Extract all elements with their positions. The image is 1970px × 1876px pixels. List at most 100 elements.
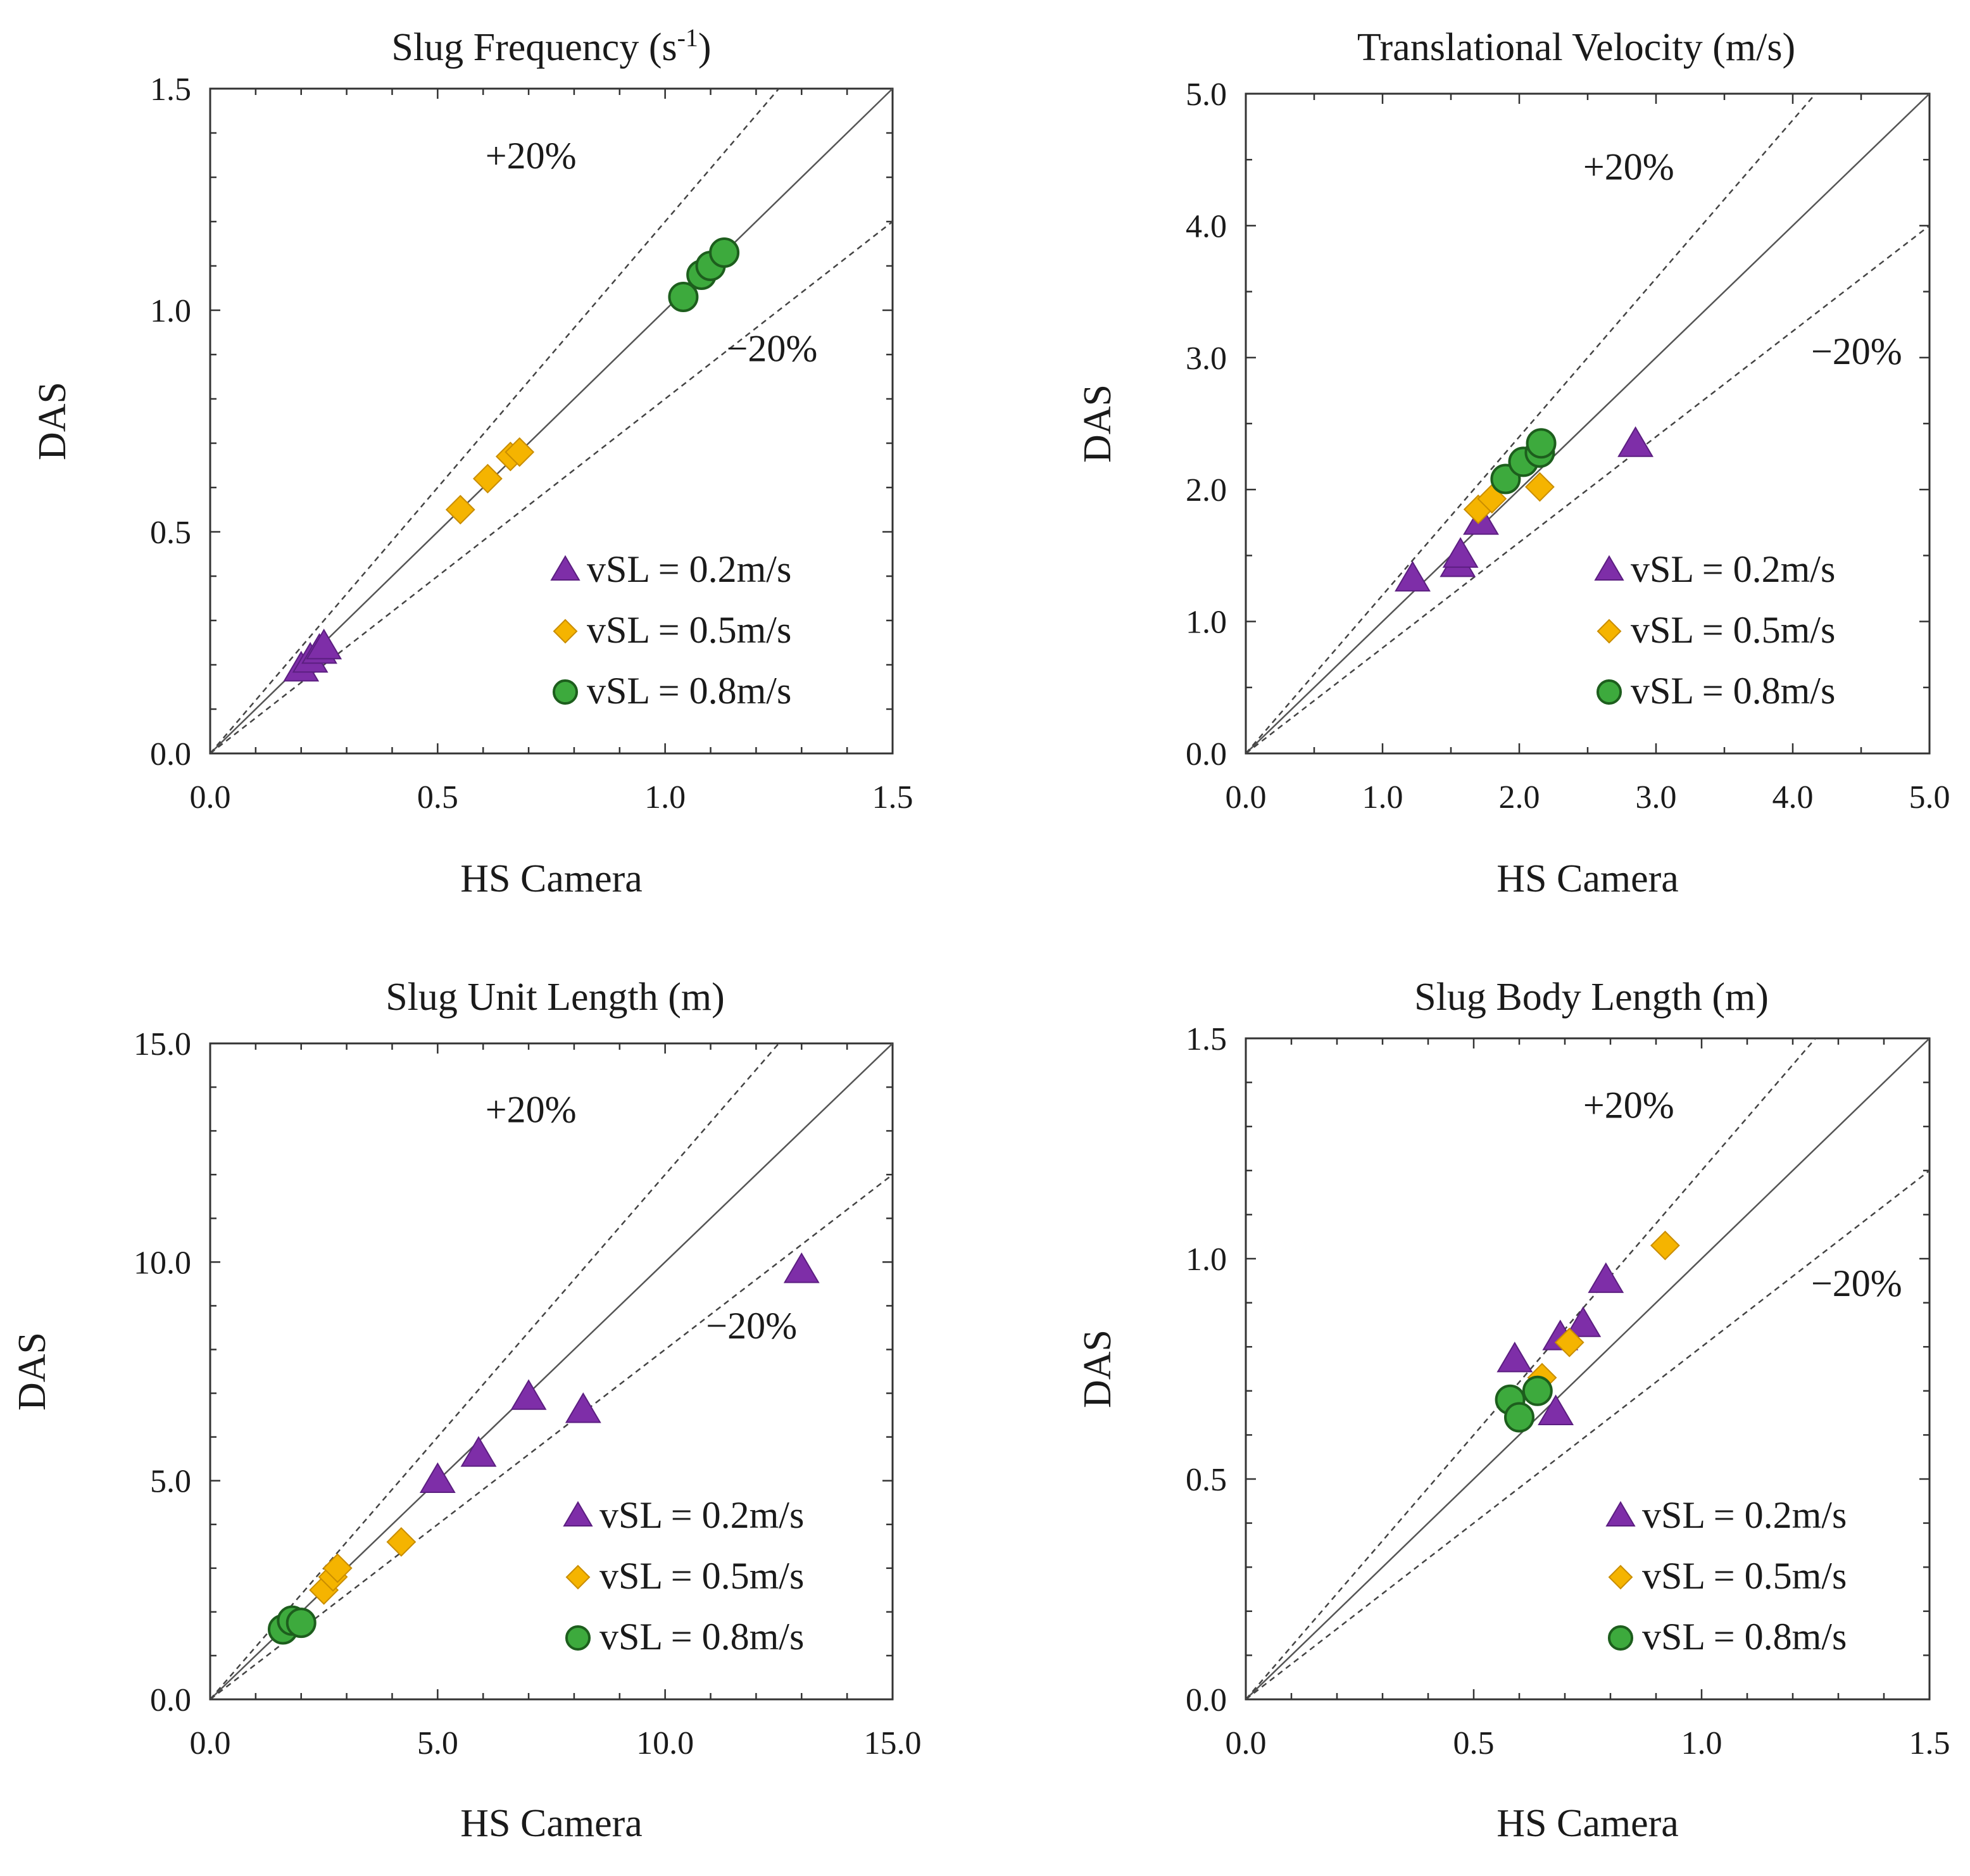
legend-marker — [1607, 1625, 1634, 1651]
legend-marker — [565, 1625, 591, 1651]
data-point — [1442, 537, 1479, 568]
data-point — [322, 1553, 353, 1583]
series-triangle — [1395, 426, 1654, 592]
legend-label: vSL = 0.5m/s — [587, 609, 791, 651]
x-axis-label: HS Camera — [1496, 857, 1679, 900]
x-tick-label: 1.0 — [1681, 1725, 1722, 1761]
x-tick-label: 1.5 — [872, 779, 913, 815]
data-point — [1522, 1375, 1553, 1406]
data-point — [1565, 1306, 1602, 1337]
legend-label: vSL = 0.8m/s — [1631, 670, 1835, 712]
plot-area — [209, 1042, 894, 1701]
chart-title: Slug Frequency (s-1) — [391, 23, 711, 70]
y-tick-label: 5.0 — [150, 1464, 191, 1500]
legend-marker — [563, 1501, 593, 1527]
legend-marker — [552, 679, 579, 705]
data-point — [565, 1392, 601, 1423]
y-tick-label: 10.0 — [134, 1245, 191, 1281]
x-axis-label: HS Camera — [460, 1802, 643, 1845]
series-triangle — [419, 1252, 820, 1494]
y-tick-label: 1.5 — [1186, 1021, 1227, 1057]
legend-label: vSL = 0.5m/s — [1642, 1555, 1847, 1597]
x-tick-label: 5.0 — [417, 1725, 458, 1761]
y-tick-label: 4.0 — [1186, 208, 1227, 244]
y-tick-label: 1.0 — [1186, 605, 1227, 641]
x-tick-label: 0.5 — [417, 779, 458, 815]
data-point — [1554, 1327, 1584, 1357]
x-tick-label: 0.0 — [190, 779, 231, 815]
x-axis-label: HS Camera — [460, 857, 643, 900]
plus-20-line — [1246, 94, 1817, 753]
title-superscript: -1 — [677, 23, 698, 52]
y-axis-label: DAS — [1076, 1330, 1119, 1408]
minus-20-line — [210, 1174, 893, 1699]
data-point — [783, 1252, 820, 1283]
chart-panel-1: 0.0 0.0 0.5 0.5 1.0 1.0 1.5 1.5 +20% −20% vSL = 0.… — [31, 23, 913, 901]
y-tick-label: 1.0 — [150, 293, 191, 329]
parity-line — [1246, 94, 1929, 753]
legend-label: vSL = 0.8m/s — [1642, 1616, 1847, 1658]
y-axis-label: DAS — [31, 382, 74, 460]
x-tick-label: 3.0 — [1636, 779, 1677, 815]
data-point — [1617, 426, 1654, 457]
series-circle — [668, 237, 740, 312]
title-suffix: ) — [698, 26, 712, 69]
legend-marker — [1608, 1564, 1633, 1590]
data-point — [285, 1608, 317, 1639]
parity-line — [210, 1043, 893, 1699]
data-point — [1588, 1262, 1624, 1294]
legend-marker — [553, 619, 578, 644]
legend-label: vSL = 0.8m/s — [599, 1616, 804, 1658]
plus-20-label: +20% — [486, 135, 577, 177]
plus-20-line — [1246, 1038, 1817, 1699]
data-point — [668, 282, 699, 312]
data-point — [1395, 560, 1431, 592]
chart-title: Translational Velocity (m/s) — [1357, 26, 1795, 69]
y-tick-label: 0.0 — [150, 736, 191, 772]
chart-title: Slug Unit Length (m) — [386, 976, 725, 1019]
chart-panel-2: 0.0 0.0 1.0 1.0 2.0 2.0 3.0 3.0 4.0 4.0 5.0 5.0 +20%… — [1076, 26, 1950, 900]
data-point — [1496, 1342, 1533, 1373]
data-point — [472, 463, 503, 494]
x-tick-label: 4.0 — [1772, 779, 1814, 815]
y-axis-label: DAS — [1076, 384, 1119, 463]
y-tick-label: 0.5 — [150, 515, 191, 551]
series-circle — [267, 1605, 317, 1645]
y-tick-label: 0.5 — [1186, 1462, 1227, 1498]
chart-title: Slug Body Length (m) — [1414, 976, 1769, 1019]
reference-lines — [1246, 1038, 1929, 1699]
legend-label: vSL = 0.2m/s — [1631, 548, 1835, 590]
legend-label: vSL = 0.2m/s — [599, 1494, 804, 1536]
data-point — [306, 628, 342, 660]
legend-label: vSL = 0.5m/s — [1631, 609, 1835, 651]
minus-20-line — [210, 221, 893, 753]
data-point — [419, 1462, 456, 1494]
data-point — [510, 1379, 547, 1410]
y-tick-label: 5.0 — [1186, 77, 1227, 113]
y-axis-label: DAS — [11, 1332, 54, 1411]
legend-label: vSL = 0.2m/s — [1642, 1494, 1847, 1536]
x-tick-label: 2.0 — [1499, 779, 1540, 815]
data-point — [1650, 1230, 1680, 1261]
x-tick-label: 10.0 — [636, 1725, 694, 1761]
plot-area — [209, 87, 894, 755]
plus-20-label: +20% — [486, 1088, 577, 1130]
data-point — [1504, 1402, 1534, 1433]
legend-marker — [550, 555, 580, 581]
series-circle — [1495, 1375, 1553, 1433]
y-tick-label: 0.0 — [150, 1682, 191, 1718]
x-tick-label: 0.0 — [190, 1725, 231, 1761]
x-axis-label: HS Camera — [1496, 1802, 1679, 1845]
legend-label: vSL = 0.8m/s — [587, 670, 791, 712]
minus-20-label: −20% — [727, 328, 818, 370]
legend-label: vSL = 0.2m/s — [587, 548, 791, 590]
y-tick-label: 1.5 — [150, 72, 191, 108]
x-tick-label: 1.0 — [644, 779, 686, 815]
x-tick-label: 1.5 — [1909, 1725, 1950, 1761]
minus-20-label: −20% — [706, 1305, 797, 1347]
legend-marker — [1597, 619, 1622, 644]
data-point — [1526, 428, 1557, 459]
y-tick-label: 3.0 — [1186, 341, 1227, 377]
data-point — [445, 494, 475, 525]
plus-20-line — [210, 89, 780, 753]
